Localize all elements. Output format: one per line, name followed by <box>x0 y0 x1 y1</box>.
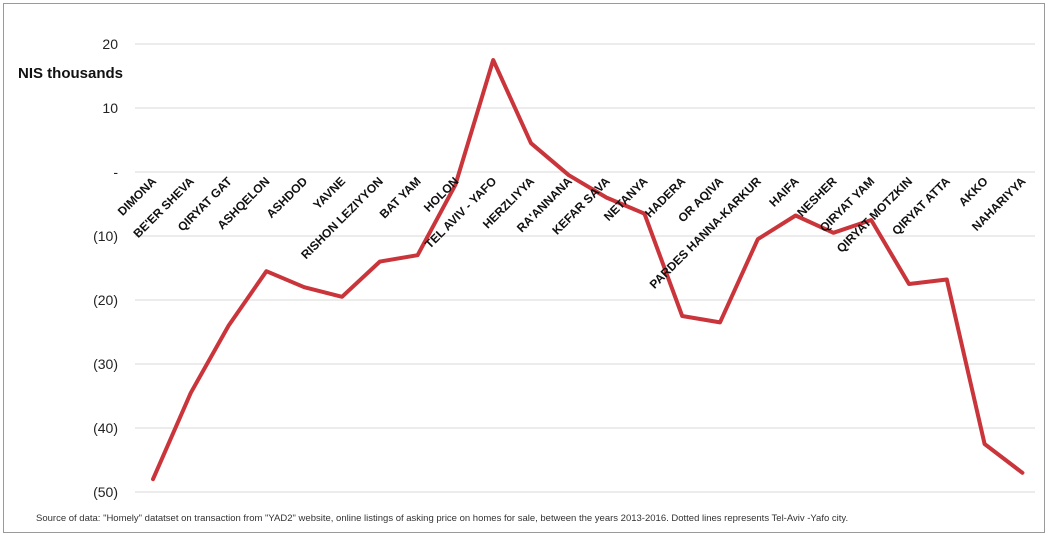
gridlines <box>135 43 1035 493</box>
y-tick-label: - <box>113 164 118 180</box>
y-axis-label: NIS thousands <box>18 65 123 82</box>
series-line-layer <box>151 58 1025 482</box>
category-label: AKKO <box>956 174 991 209</box>
y-tick-label: (40) <box>93 420 118 436</box>
y-tick-label: 20 <box>102 36 118 52</box>
category-label: ASHDOD <box>264 174 311 221</box>
category-label: HAIFA <box>766 174 802 210</box>
chart-frame <box>3 3 1045 533</box>
y-tick-label: (50) <box>93 484 118 500</box>
y-tick-label: (10) <box>93 228 118 244</box>
y-tick-label: 10 <box>102 100 118 116</box>
y-axis-ticks: 20 10 - (10) (20) (30) (40) (50) <box>93 36 118 500</box>
source-note: Source of data: "Homely" datatset on tra… <box>36 513 849 524</box>
y-tick-label: (30) <box>93 356 118 372</box>
category-label: YAVNE <box>310 174 348 212</box>
category-label: BAT YAM <box>377 174 424 221</box>
y-tick-label: (20) <box>93 292 118 308</box>
series-line <box>151 58 1025 482</box>
